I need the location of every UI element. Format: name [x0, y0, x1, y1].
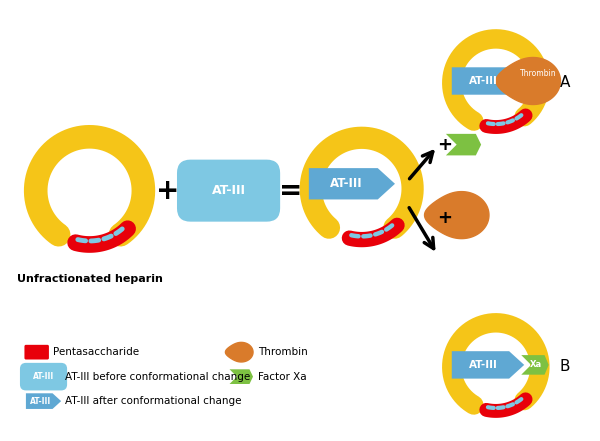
Text: Xa: Xa — [530, 360, 542, 370]
FancyBboxPatch shape — [177, 160, 280, 222]
Polygon shape — [452, 351, 524, 379]
Text: Pentasaccharide: Pentasaccharide — [53, 347, 139, 357]
Polygon shape — [446, 134, 481, 155]
Polygon shape — [521, 355, 548, 375]
Polygon shape — [230, 369, 253, 384]
Text: +: + — [437, 136, 452, 153]
Text: Thrombin: Thrombin — [258, 347, 308, 357]
Text: Thrombin: Thrombin — [520, 69, 557, 78]
Text: Factor Xa: Factor Xa — [258, 372, 307, 381]
Text: AT-III: AT-III — [212, 184, 245, 197]
Text: +: + — [437, 209, 452, 227]
Text: =: = — [278, 177, 302, 205]
Text: B: B — [559, 359, 570, 374]
Polygon shape — [309, 168, 395, 199]
FancyBboxPatch shape — [25, 345, 49, 359]
FancyBboxPatch shape — [20, 363, 67, 390]
Text: AT-III before conformational change: AT-III before conformational change — [65, 372, 250, 381]
Text: AT-III: AT-III — [469, 360, 498, 370]
Text: AT-III after conformational change: AT-III after conformational change — [65, 396, 242, 406]
Polygon shape — [26, 393, 61, 409]
Text: Unfractionated heparin: Unfractionated heparin — [17, 274, 163, 284]
Text: +: + — [156, 177, 179, 205]
Text: A: A — [559, 75, 570, 90]
Polygon shape — [452, 67, 524, 95]
Polygon shape — [496, 57, 560, 105]
Polygon shape — [226, 342, 253, 362]
Polygon shape — [425, 192, 489, 239]
Text: AT-III: AT-III — [31, 396, 52, 406]
Text: AT-III: AT-III — [33, 372, 54, 381]
Text: AT-III: AT-III — [331, 177, 363, 190]
Text: AT-III: AT-III — [469, 76, 498, 86]
